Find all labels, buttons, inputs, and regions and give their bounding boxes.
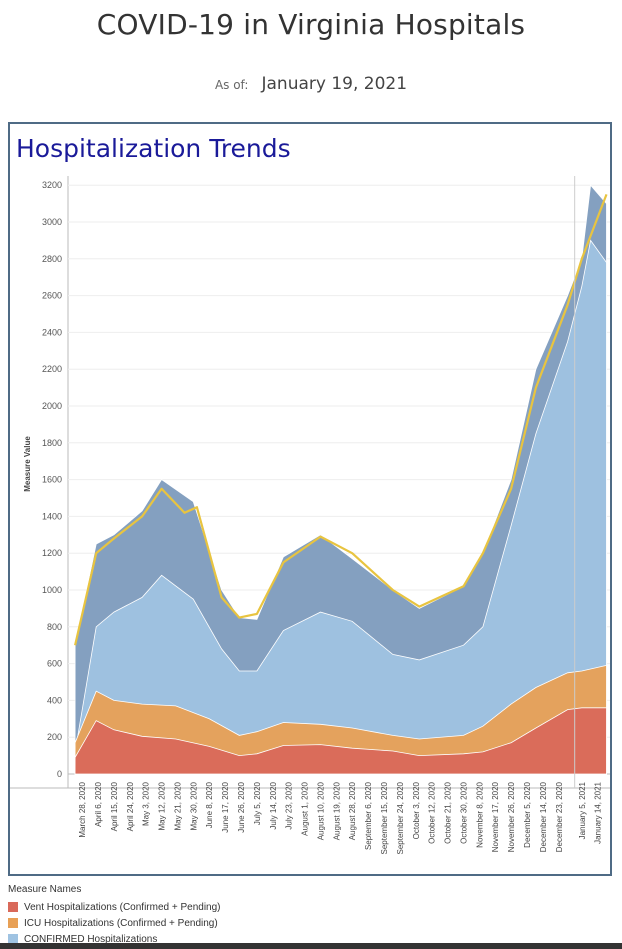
x-tick-label: January 14, 2021: [594, 781, 603, 843]
x-tick-label: May 12, 2020: [158, 781, 167, 830]
y-tick-label: 400: [47, 695, 62, 705]
x-tick-label: December 23, 2020: [555, 781, 564, 852]
x-tick-label: April 24, 2020: [126, 781, 135, 831]
y-tick-label: 2400: [42, 327, 62, 337]
x-tick-label: October 3, 2020: [412, 781, 421, 839]
legend-title: Measure Names: [8, 884, 82, 895]
x-tick-label: May 3, 2020: [142, 781, 151, 826]
x-tick-label: August 1, 2020: [301, 781, 310, 835]
x-tick-label: December 5, 2020: [523, 781, 532, 847]
bottom-toolbar: [0, 943, 622, 949]
legend-item-confirmed[interactable]: CONFIRMED Hospitalizations: [8, 931, 608, 944]
x-tick-label: November 17, 2020: [491, 781, 500, 852]
x-tick-label: July 14, 2020: [269, 781, 278, 829]
x-tick-label: July 5, 2020: [253, 781, 262, 825]
legend-swatch: [8, 902, 18, 912]
legend-swatch: [8, 934, 18, 944]
x-tick-label: October 21, 2020: [444, 781, 453, 843]
x-tick-label: September 24, 2020: [396, 781, 405, 854]
x-tick-label: November 26, 2020: [507, 781, 516, 852]
as-of-line: As of: January 19, 2021: [0, 74, 622, 94]
y-tick-label: 1200: [42, 548, 62, 558]
legend: Measure Names Vent Hospitalizations (Con…: [8, 884, 608, 944]
x-tick-label: May 30, 2020: [189, 781, 198, 830]
x-tick-label: May 21, 2020: [173, 781, 182, 830]
y-tick-label: 200: [47, 732, 62, 742]
x-tick-label: August 19, 2020: [332, 781, 341, 840]
line-seven-day-average[interactable]: [74, 194, 608, 646]
legend-label: ICU Hospitalizations (Confirmed + Pendin…: [24, 917, 218, 929]
x-tick-label: March 28, 2020: [78, 781, 87, 837]
x-tick-label: April 15, 2020: [110, 781, 119, 831]
area-confirmed[interactable]: [74, 239, 607, 775]
x-tick-label: June 26, 2020: [237, 781, 246, 832]
x-tick-label: July 23, 2020: [285, 781, 294, 829]
x-tick-label: November 8, 2020: [475, 781, 484, 847]
y-tick-label: 2800: [42, 254, 62, 264]
hospitalization-trends-panel: Hospitalization Trends 0 200 400 600 800 1000…: [8, 122, 612, 876]
x-tick-label: January 5, 2021: [578, 781, 587, 839]
x-tick-label: October 12, 2020: [428, 781, 437, 843]
legend-item-icu[interactable]: ICU Hospitalizations (Confirmed + Pendin…: [8, 915, 608, 931]
y-tick-label: 3000: [42, 217, 62, 227]
legend-label: CONFIRMED Hospitalizations: [24, 933, 158, 945]
y-tick-label: 0: [57, 769, 62, 779]
x-tick-label: December 14, 2020: [539, 781, 548, 852]
legend-label: Vent Hospitalizations (Confirmed + Pendi…: [24, 901, 221, 913]
y-tick-label: 1600: [42, 475, 62, 485]
y-tick-label: 2200: [42, 364, 62, 374]
x-tick-label: April 6, 2020: [94, 781, 103, 826]
as-of-date: January 19, 2021: [261, 74, 408, 94]
page-title: COVID-19 in Virginia Hospitals: [96, 8, 526, 41]
legend-swatch: [8, 918, 18, 928]
legend-item-vent[interactable]: Vent Hospitalizations (Confirmed + Pendi…: [8, 899, 608, 915]
as-of-label: As of:: [214, 78, 249, 92]
x-tick-label: October 30, 2020: [459, 781, 468, 843]
x-tick-label: September 15, 2020: [380, 781, 389, 854]
y-tick-label: 1400: [42, 511, 62, 521]
area-vent[interactable]: [74, 707, 607, 775]
y-tick-label: 1000: [42, 585, 62, 595]
x-tick-label: August 10, 2020: [316, 781, 325, 840]
x-tick-label: September 6, 2020: [364, 781, 373, 850]
chart-title: Hospitalization Trends: [16, 134, 291, 163]
y-tick-label: 1800: [42, 438, 62, 448]
y-axis-label: Measure Value: [23, 436, 32, 492]
x-tick-label: June 8, 2020: [205, 781, 214, 828]
y-tick-label: 2600: [42, 291, 62, 301]
x-tick-label: June 17, 2020: [221, 781, 230, 832]
y-tick-label: 600: [47, 659, 62, 669]
hospitalization-chart: 0 200 400 600 800 1000 1200 1400 1600 1800 2000 220…: [10, 176, 610, 855]
x-tick-label: August 28, 2020: [348, 781, 357, 840]
y-tick-label: 3200: [42, 180, 62, 190]
y-tick-label: 2000: [42, 401, 62, 411]
y-tick-label: 800: [47, 622, 62, 632]
